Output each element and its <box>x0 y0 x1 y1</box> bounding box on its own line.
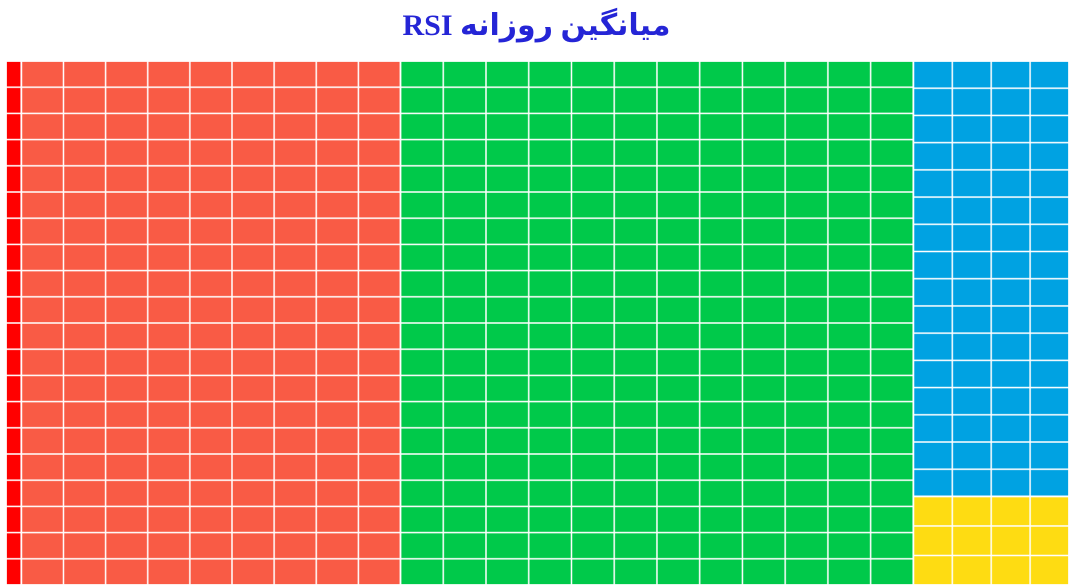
chart-title: میانگین روزانه RSI <box>402 9 671 42</box>
treemap-group <box>20 60 402 586</box>
treemap-group <box>5 60 23 586</box>
treemap-group <box>912 495 1070 586</box>
treemap-group <box>912 60 1070 498</box>
treemap-group <box>399 60 915 586</box>
